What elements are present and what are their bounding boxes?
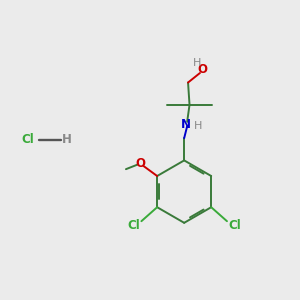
Text: Cl: Cl — [22, 133, 34, 146]
Text: O: O — [197, 63, 207, 76]
Text: H: H — [194, 121, 202, 131]
Text: H: H — [193, 58, 201, 68]
Text: H: H — [62, 133, 72, 146]
Text: Cl: Cl — [228, 219, 241, 232]
Text: O: O — [135, 157, 145, 170]
Text: Cl: Cl — [128, 219, 140, 232]
Text: N: N — [181, 118, 191, 130]
